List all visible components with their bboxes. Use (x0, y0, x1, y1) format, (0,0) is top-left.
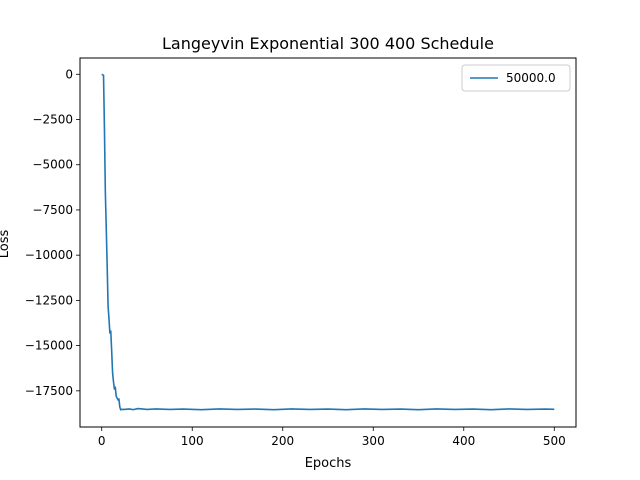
axes-frame (79, 57, 577, 428)
series-line-0 (101, 73, 555, 411)
x-tick-label: 100 (181, 434, 204, 448)
y-tick-label: −2500 (32, 113, 73, 127)
y-tick-label: −10000 (25, 248, 73, 262)
x-axis-label: Epochs (305, 456, 352, 471)
y-tick-label: −15000 (25, 339, 73, 353)
x-tick-label: 300 (362, 434, 385, 448)
legend: 50000.0 (461, 64, 571, 92)
y-axis-label: Loss (0, 230, 12, 259)
legend-box (461, 64, 571, 92)
x-tick-label: 0 (98, 434, 106, 448)
x-tick-label: 400 (452, 434, 475, 448)
x-tick-label: 500 (543, 434, 566, 448)
y-tick-label: −17500 (25, 384, 73, 398)
y-tick-label: −7500 (32, 203, 73, 217)
plot-area: 0 100 200 300 400 500 0 −2500 −5000 −7500 −10000 −1… (25, 57, 577, 448)
y-tick-label: −5000 (32, 158, 73, 172)
y-tick-label: −12500 (25, 293, 73, 307)
legend-label: 50000.0 (506, 71, 556, 85)
chart-title: Langeyvin Exponential 300 400 Schedule (162, 34, 494, 53)
y-tick-label: 0 (65, 67, 73, 81)
x-tick-label: 200 (271, 434, 294, 448)
